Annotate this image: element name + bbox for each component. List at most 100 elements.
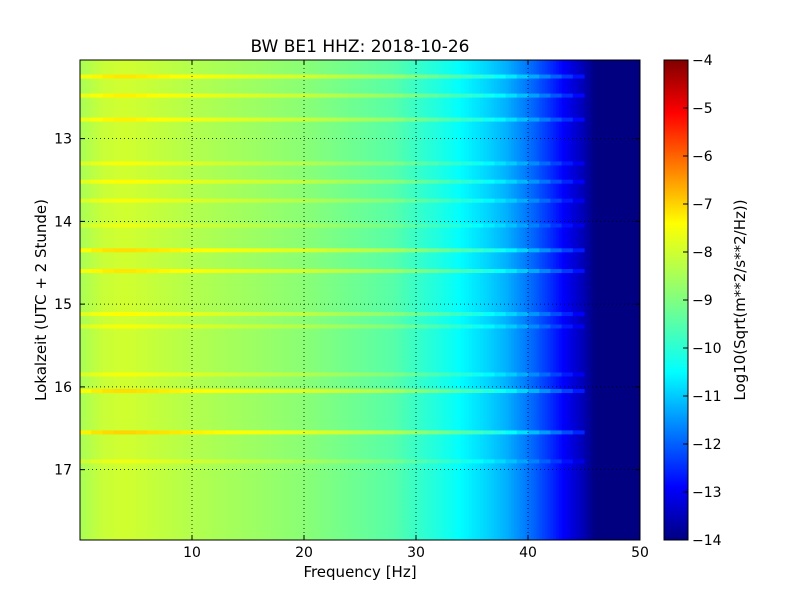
heatmap-column (318, 60, 322, 540)
heatmap-column (519, 60, 523, 540)
energy-band-segment (203, 459, 215, 464)
energy-band-segment (236, 459, 249, 464)
energy-band-segment (124, 223, 137, 228)
energy-band-segment (449, 312, 462, 317)
energy-band-segment (371, 93, 383, 98)
energy-band-segment (91, 179, 103, 184)
energy-band-segment (382, 312, 395, 317)
energy-band-segment (102, 324, 115, 329)
energy-band-segment (203, 93, 215, 98)
energy-band-segment (561, 223, 574, 228)
energy-band-segment (550, 248, 563, 253)
energy-band-segment (561, 74, 574, 79)
energy-band-segment (382, 269, 395, 274)
energy-band-segment (136, 372, 148, 377)
heatmap-column (598, 60, 602, 540)
energy-band-segment (416, 389, 428, 394)
energy-band-segment (169, 372, 182, 377)
energy-band-segment (460, 324, 473, 329)
energy-band-segment (259, 430, 271, 435)
energy-band-segment (516, 74, 529, 79)
energy-band-segment (113, 459, 126, 464)
energy-band-segment (214, 248, 227, 253)
heatmap-column (346, 60, 350, 540)
heatmap-column (488, 60, 493, 540)
energy-band-segment (248, 93, 260, 98)
colorbar-tick-label: −13 (692, 485, 722, 501)
plot-frame (79, 59, 641, 541)
energy-band-segment (304, 93, 316, 98)
heatmap-column (152, 60, 157, 540)
energy-band-segment (449, 198, 462, 203)
energy-band-segment (136, 269, 148, 274)
energy-band-segment (337, 430, 350, 435)
heatmap-column (575, 60, 579, 540)
energy-band-segment (270, 459, 283, 464)
heatmap-column (637, 60, 640, 540)
heatmap-column (206, 60, 210, 540)
energy-band-segment (416, 269, 428, 274)
energy-band-segment (80, 312, 92, 317)
energy-band-segment (236, 117, 249, 122)
heatmap-column (248, 60, 252, 540)
energy-band-segment (528, 93, 540, 98)
energy-band-segment (292, 198, 305, 203)
heatmap-column (561, 60, 565, 540)
energy-band-segment (80, 389, 92, 394)
colorbar-tick-label: −12 (692, 437, 722, 453)
energy-band-segment (80, 459, 92, 464)
energy-band-segment (404, 223, 417, 228)
energy-band-segment (472, 430, 484, 435)
energy-band-segment (113, 179, 126, 184)
energy-band-segment (192, 74, 204, 79)
energy-band-segment (292, 312, 305, 317)
heatmap-column (477, 60, 481, 540)
energy-band-segment (416, 372, 428, 377)
energy-band-segment (147, 324, 159, 329)
heatmap-column (628, 60, 633, 540)
energy-band-segment (225, 372, 238, 377)
energy-band (80, 269, 585, 274)
energy-band-segment (214, 179, 227, 184)
y-tick-label: 16 (54, 380, 72, 396)
heatmap-column (323, 60, 327, 540)
energy-band-segment (326, 179, 339, 184)
energy-band-segment (169, 324, 182, 329)
energy-band-segment (136, 161, 148, 166)
heatmap-column (586, 60, 591, 540)
energy-band-segment (214, 161, 227, 166)
energy-band-segment (416, 179, 428, 184)
energy-band-segment (416, 74, 428, 79)
heatmap-column (91, 60, 95, 540)
energy-band-segment (124, 430, 137, 435)
energy-band-segment (113, 198, 126, 203)
energy-band-segment (169, 198, 182, 203)
energy-band-segment (192, 223, 204, 228)
energy-band-segment (180, 389, 193, 394)
energy-band-segment (348, 93, 361, 98)
heatmap-column (147, 60, 151, 540)
energy-band-segment (371, 312, 383, 317)
energy-band-segment (180, 179, 193, 184)
energy-band-segment (192, 430, 204, 435)
energy-band-segment (494, 372, 507, 377)
energy-band-segment (124, 269, 137, 274)
energy-band-segment (192, 161, 204, 166)
energy-band-segment (304, 117, 316, 122)
energy-band-segment (158, 161, 171, 166)
energy-band-segment (427, 324, 439, 329)
heatmap-column (458, 60, 462, 540)
energy-band-segment (147, 459, 159, 464)
energy-band-segment (505, 117, 518, 122)
energy-band-segment (472, 269, 484, 274)
energy-band-segment (259, 312, 271, 317)
energy-band-segment (348, 324, 361, 329)
energy-band-segment (483, 179, 495, 184)
energy-band (80, 74, 585, 79)
energy-band-segment (136, 74, 148, 79)
energy-band-segment (203, 161, 215, 166)
heatmap-column (357, 60, 361, 540)
y-tick-label: 13 (54, 132, 72, 148)
heatmap-column (164, 60, 168, 540)
energy-band-segment (225, 179, 238, 184)
